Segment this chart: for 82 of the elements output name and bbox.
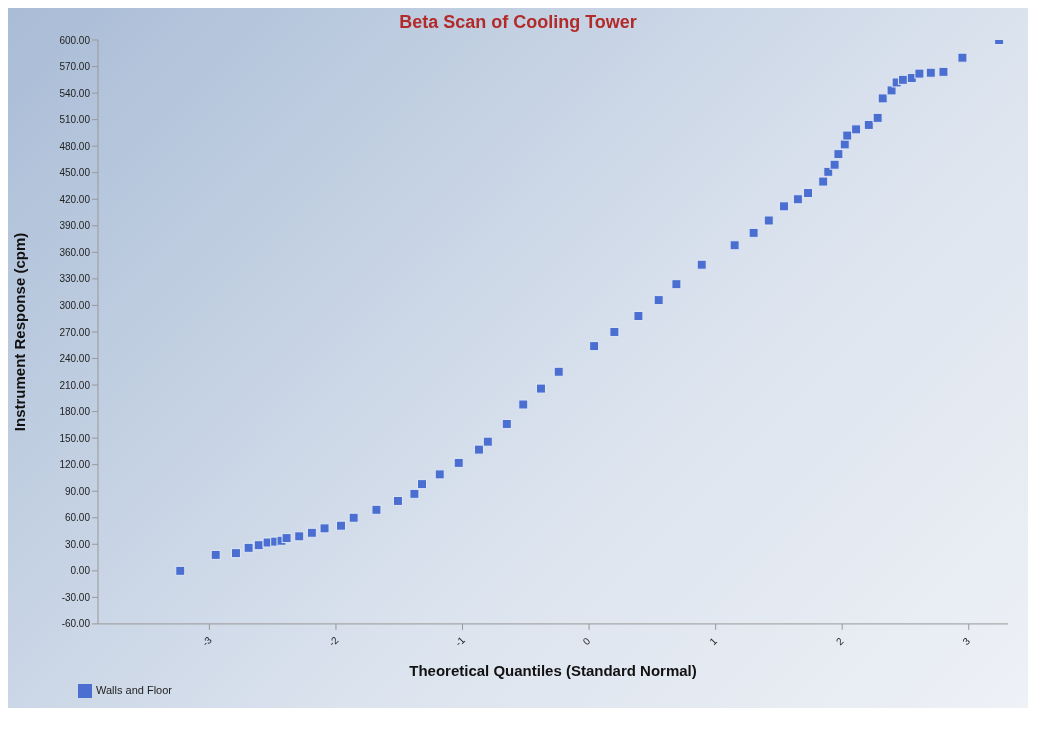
point <box>453 457 464 468</box>
y-tick-label: 570.00 <box>59 61 91 73</box>
point <box>877 93 888 104</box>
x-axis-title: Theoretical Quantiles (Standard Normal) <box>409 661 697 679</box>
point <box>473 444 484 455</box>
point <box>306 527 317 538</box>
point <box>763 215 774 226</box>
x-tick-label: -3 <box>199 634 215 649</box>
point <box>829 159 840 170</box>
point <box>863 119 874 130</box>
point <box>589 341 600 352</box>
point <box>348 512 359 523</box>
y-axis-title: Instrument Response (cpm) <box>11 232 29 432</box>
y-tick-label: 300.00 <box>59 299 91 311</box>
x-tick-label: 1 <box>707 635 720 648</box>
point <box>210 549 221 560</box>
x-tick-label: 0 <box>580 635 593 648</box>
point <box>803 188 814 199</box>
x-tick-label: 2 <box>833 635 846 648</box>
point <box>294 531 305 542</box>
y-tick-label: 120.00 <box>59 459 91 471</box>
y-tick-label: 450.00 <box>59 167 91 179</box>
point <box>409 488 420 499</box>
point <box>230 548 241 559</box>
y-tick-label: 360.00 <box>59 246 91 258</box>
point <box>833 149 844 160</box>
chart-title: Beta Scan of Cooling Tower <box>398 11 638 34</box>
y-tick-label: 30.00 <box>64 538 91 550</box>
point <box>392 495 403 506</box>
point <box>553 366 564 377</box>
y-tick-label: 60.00 <box>64 512 91 524</box>
y-tick-label: 210.00 <box>59 379 91 391</box>
y-tick-label: 420.00 <box>59 193 91 205</box>
point <box>336 520 346 531</box>
y-tick-label: 150.00 <box>59 432 91 444</box>
y-tick-label: 90.00 <box>64 485 91 497</box>
point <box>243 542 254 553</box>
legend-label: Walls and Floor <box>96 683 173 696</box>
point <box>633 311 644 322</box>
point <box>371 504 382 515</box>
y-tick-label: 270.00 <box>59 326 91 338</box>
point <box>839 139 850 150</box>
point <box>792 194 803 205</box>
point <box>696 259 707 270</box>
point <box>482 436 493 447</box>
point <box>872 112 883 123</box>
point <box>319 523 330 534</box>
point <box>729 240 740 251</box>
y-tick-label: 240.00 <box>59 353 91 365</box>
point <box>925 67 936 78</box>
y-tick-label: 0.00 <box>70 565 91 577</box>
point <box>938 66 949 77</box>
point <box>842 130 853 141</box>
y-tick-label: 180.00 <box>59 406 91 418</box>
point <box>518 399 529 410</box>
x-tick-label: -2 <box>326 634 341 649</box>
point <box>434 469 445 480</box>
y-tick-label: 480.00 <box>59 140 91 152</box>
y-tick-label: 600.00 <box>59 34 91 46</box>
point <box>897 74 908 85</box>
point <box>501 418 512 429</box>
point <box>671 279 682 290</box>
point <box>748 227 759 238</box>
point <box>175 565 186 576</box>
point <box>818 176 829 187</box>
y-tick-label: 540.00 <box>59 87 91 99</box>
y-tick-label: 510.00 <box>59 114 91 126</box>
point <box>281 533 292 544</box>
point <box>957 52 968 63</box>
x-tick-label: 3 <box>960 635 973 648</box>
y-tick-label: -60.00 <box>61 618 91 630</box>
x-tick-label: -1 <box>452 634 468 649</box>
point <box>914 68 925 79</box>
y-tick-label: 330.00 <box>59 273 91 285</box>
y-tick-label: -30.00 <box>61 591 91 603</box>
y-tick-label: 390.00 <box>59 220 91 232</box>
point <box>609 326 620 337</box>
point <box>535 383 546 394</box>
point <box>653 295 664 306</box>
point <box>851 124 862 135</box>
point <box>417 479 428 490</box>
point <box>778 201 789 212</box>
